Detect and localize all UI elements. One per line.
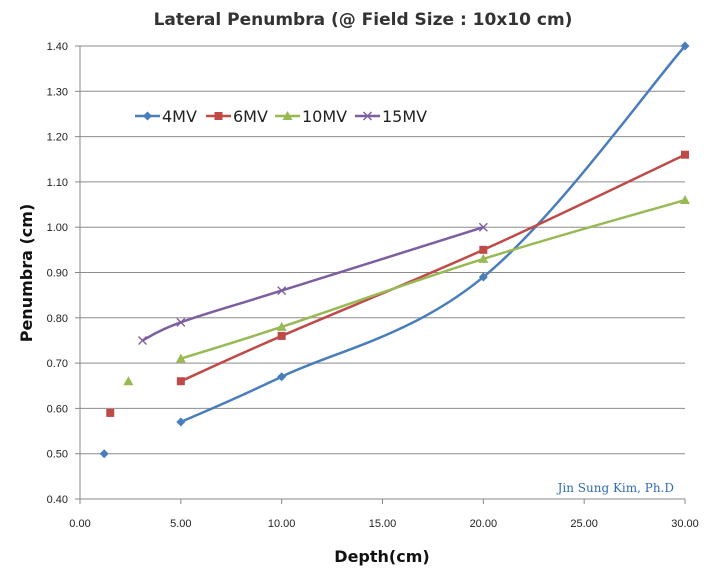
legend-item-6mv: 6MV	[206, 107, 268, 126]
data-point-10mv	[680, 195, 690, 205]
data-point-15mv-stroke	[277, 286, 287, 296]
y-tick-labels: 0.40 0.50 0.60 0.70 0.80 0.90 1.00 1.10 1.20 1.30…	[47, 41, 68, 506]
data-point-10mv	[276, 321, 287, 331]
y-tick-label: 1.20	[47, 132, 68, 144]
x-tick-label: 20.00	[470, 518, 498, 530]
data-point-4mv	[277, 372, 287, 382]
author-annotation: Jin Sung Kim, Ph.D	[556, 481, 674, 495]
series-6mv	[106, 150, 689, 417]
x-tick-label: 10.00	[268, 518, 296, 530]
data-point-10mv	[123, 376, 134, 386]
x-tick-labels: 0.00 5.00 10.00 15.00 20.00 25.00 30.00	[69, 518, 698, 530]
legend-marker-stroke	[363, 111, 372, 121]
series-line-6mv	[180, 153, 686, 383]
gridlines	[80, 45, 685, 455]
x-tick-label: 30.00	[671, 518, 699, 530]
series-line-4mv	[180, 45, 686, 424]
legend-item-4mv: 4MV	[135, 107, 197, 126]
legend-marker	[363, 111, 372, 121]
legend-item-10mv: 10MV	[275, 107, 347, 126]
data-point-15mv	[176, 317, 186, 327]
y-tick-label: 0.70	[47, 358, 68, 370]
y-tick-label: 0.60	[47, 403, 68, 415]
chart-title: Lateral Penumbra (@ Field Size : 10x10 c…	[154, 10, 573, 30]
series-4mv	[99, 41, 690, 459]
data-point-4mv	[680, 41, 690, 51]
y-tick-label: 0.40	[47, 494, 68, 506]
data-point-6mv	[106, 408, 115, 417]
data-point-6mv	[479, 245, 488, 254]
legend-label: 6MV	[233, 107, 268, 126]
axes	[75, 45, 686, 504]
data-point-4mv	[99, 449, 109, 459]
x-axis-title: Depth(cm)	[334, 547, 429, 566]
legend-marker	[214, 112, 223, 120]
series-10mv	[123, 195, 690, 386]
y-tick-label: 0.80	[47, 313, 68, 325]
data-point-6mv	[176, 377, 185, 386]
data-point-15mv-stroke	[138, 335, 148, 345]
y-tick-label: 1.10	[47, 177, 68, 189]
data-point-15mv	[277, 286, 287, 296]
x-tick-label: 0.00	[69, 518, 90, 530]
y-tick-label: 1.00	[47, 222, 68, 234]
y-tick-label: 0.90	[47, 268, 68, 280]
legend-label: 10MV	[302, 107, 347, 126]
data-point-10mv	[175, 353, 186, 363]
data-point-15mv-stroke	[176, 317, 186, 327]
x-tick-label: 15.00	[369, 518, 397, 530]
data-point-15mv	[478, 222, 488, 232]
legend: 4MV 6MV 10MV 15MV	[135, 107, 427, 126]
series-group	[99, 41, 690, 459]
data-point-6mv	[681, 150, 689, 159]
y-tick-label: 1.40	[47, 41, 68, 53]
x-tick-label: 5.00	[170, 518, 191, 530]
legend-marker	[282, 111, 293, 120]
data-point-15mv	[138, 335, 148, 345]
y-tick-label: 0.50	[47, 449, 68, 461]
y-axis-title: Penumbra (cm)	[17, 204, 36, 343]
data-point-4mv	[176, 417, 186, 427]
data-point-15mv-stroke	[478, 222, 488, 232]
series-15mv	[138, 222, 488, 345]
x-tick-label: 25.00	[570, 518, 598, 530]
legend-label: 4MV	[162, 107, 197, 126]
data-point-6mv	[277, 331, 286, 340]
data-point-4mv	[478, 272, 488, 282]
legend-marker	[143, 111, 152, 121]
series-line-15mv	[141, 226, 484, 342]
legend-item-15mv: 15MV	[355, 107, 427, 126]
legend-label: 15MV	[382, 107, 427, 126]
data-point-10mv	[478, 253, 489, 263]
y-tick-label: 1.30	[47, 86, 68, 98]
series-line-10mv	[180, 198, 686, 360]
